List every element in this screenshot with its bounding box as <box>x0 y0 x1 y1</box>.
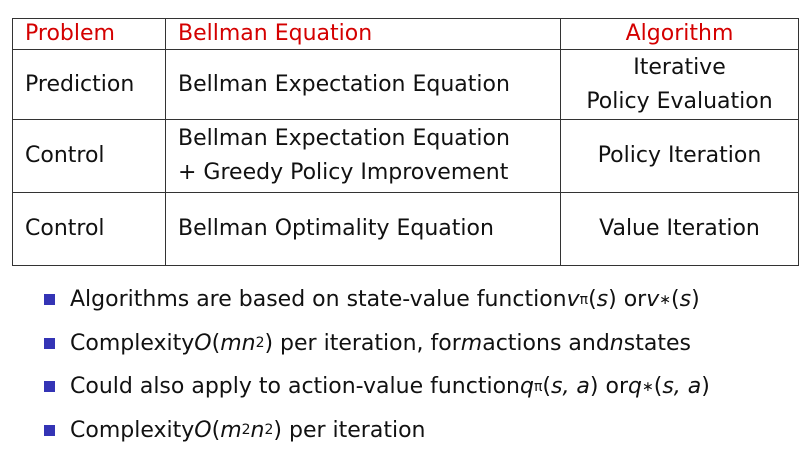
math: q <box>628 374 642 400</box>
cell: Prediction <box>12 49 166 120</box>
cell-text: Iterative <box>633 54 726 80</box>
math: mn <box>220 330 256 356</box>
cell: Policy Iteration <box>560 119 799 193</box>
math: O <box>194 330 212 356</box>
text: ) or <box>589 374 629 400</box>
cell: Bellman Optimality Equation <box>165 192 561 266</box>
header-cell: Problem <box>12 18 166 50</box>
math: ( <box>588 287 597 313</box>
cell-text: Bellman Expectation Equation <box>178 126 510 151</box>
bullet: Could also apply to action-value functio… <box>44 365 710 409</box>
cell: Control <box>12 192 166 266</box>
table-row: Control Bellman Optimality Equation Valu… <box>12 192 799 266</box>
text: Algorithms are based on state-value func… <box>70 287 567 313</box>
algorithm-table: Problem Bellman Equation Algorithm Predi… <box>12 18 799 266</box>
table-row: Control Bellman Expectation Equation + Gr… <box>12 119 799 193</box>
cell-text: + Greedy Policy Improvement <box>178 160 509 185</box>
cell-text: Bellman Expectation Equation <box>178 71 510 97</box>
math: q <box>519 374 534 400</box>
math: v <box>646 287 660 313</box>
cell-text: Control <box>25 216 105 241</box>
cell: Control <box>12 119 166 193</box>
cell-text: Policy Evaluation <box>586 88 773 114</box>
header-cell: Algorithm <box>560 18 799 50</box>
bullet-marker <box>44 294 55 306</box>
math: ∗ <box>659 291 671 308</box>
text: Could also apply to action-value functio… <box>70 374 520 400</box>
math: s, a <box>662 374 702 400</box>
text: ) per iteration <box>273 417 426 443</box>
cell-text: Value Iteration <box>599 216 760 241</box>
cell: Iterative Policy Evaluation <box>560 49 799 120</box>
bullet-list: Algorithms are based on state-value func… <box>44 278 710 452</box>
cell: Bellman Expectation Equation + Greedy Pol… <box>165 119 561 193</box>
math: v <box>566 287 580 313</box>
math: ) <box>701 374 710 400</box>
bullet: Complexity O(m 2 n 2) per iteration <box>44 409 710 453</box>
math: 2 <box>241 422 251 439</box>
bullet-marker <box>44 337 55 349</box>
math: m <box>220 417 242 443</box>
text: Complexity <box>70 417 195 443</box>
text: actions and <box>482 330 610 356</box>
text: ) per iteration, for <box>264 330 461 356</box>
math: ( <box>211 330 221 356</box>
math: π <box>579 291 589 308</box>
bullet-marker <box>44 381 55 393</box>
math: s <box>679 287 692 313</box>
cell: Value Iteration <box>560 192 799 266</box>
cell-text: Control <box>25 143 105 168</box>
math: O <box>194 417 212 443</box>
math: 2 <box>264 422 274 439</box>
cell-text: Policy Iteration <box>597 143 762 168</box>
text: states <box>623 330 691 356</box>
math: n <box>250 417 265 443</box>
header-cell: Bellman Equation <box>165 18 561 50</box>
text: ) or <box>608 287 647 313</box>
math: s <box>596 287 609 313</box>
math: ( <box>211 417 221 443</box>
table-row: Prediction Bellman Expectation Equation … <box>12 49 799 120</box>
bullet-marker <box>44 424 55 436</box>
text: Complexity <box>70 330 195 356</box>
math: n <box>609 330 624 356</box>
math: ( <box>671 287 680 313</box>
math: s, a <box>550 374 590 400</box>
cell-text: Bellman Optimality Equation <box>178 216 494 241</box>
header-row: Problem Bellman Equation Algorithm <box>12 18 799 50</box>
cell-text: Prediction <box>25 71 135 97</box>
math: ) <box>691 287 700 313</box>
math: ( <box>653 374 663 400</box>
cell: Bellman Expectation Equation <box>165 49 561 120</box>
math: m <box>460 330 483 356</box>
math: π <box>533 378 543 395</box>
math: 2 <box>255 335 265 352</box>
bullet: Algorithms are based on state-value func… <box>44 278 710 322</box>
bullet: Complexity O(mn 2) per iteration, for m a… <box>44 322 710 366</box>
math: ( <box>542 374 551 400</box>
math: ∗ <box>641 378 654 395</box>
